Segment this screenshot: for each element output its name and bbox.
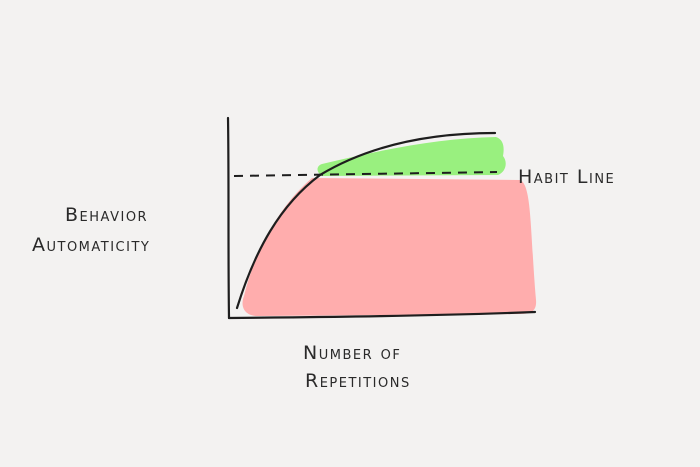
above-habit-region xyxy=(317,137,506,176)
y-axis-label-line2: Automaticity xyxy=(32,234,150,256)
x-axis xyxy=(227,310,537,320)
habit-threshold-line xyxy=(233,171,498,177)
below-habit-region xyxy=(242,178,537,316)
habit-line-label: Habit Line xyxy=(518,166,615,188)
y-axis-label-line1: Behavior xyxy=(65,204,148,226)
x-axis-label-line2: Repetitions xyxy=(305,370,411,392)
automaticity-curve xyxy=(235,131,497,310)
x-axis-label-line1: Number of xyxy=(303,342,401,364)
y-axis xyxy=(226,116,231,320)
